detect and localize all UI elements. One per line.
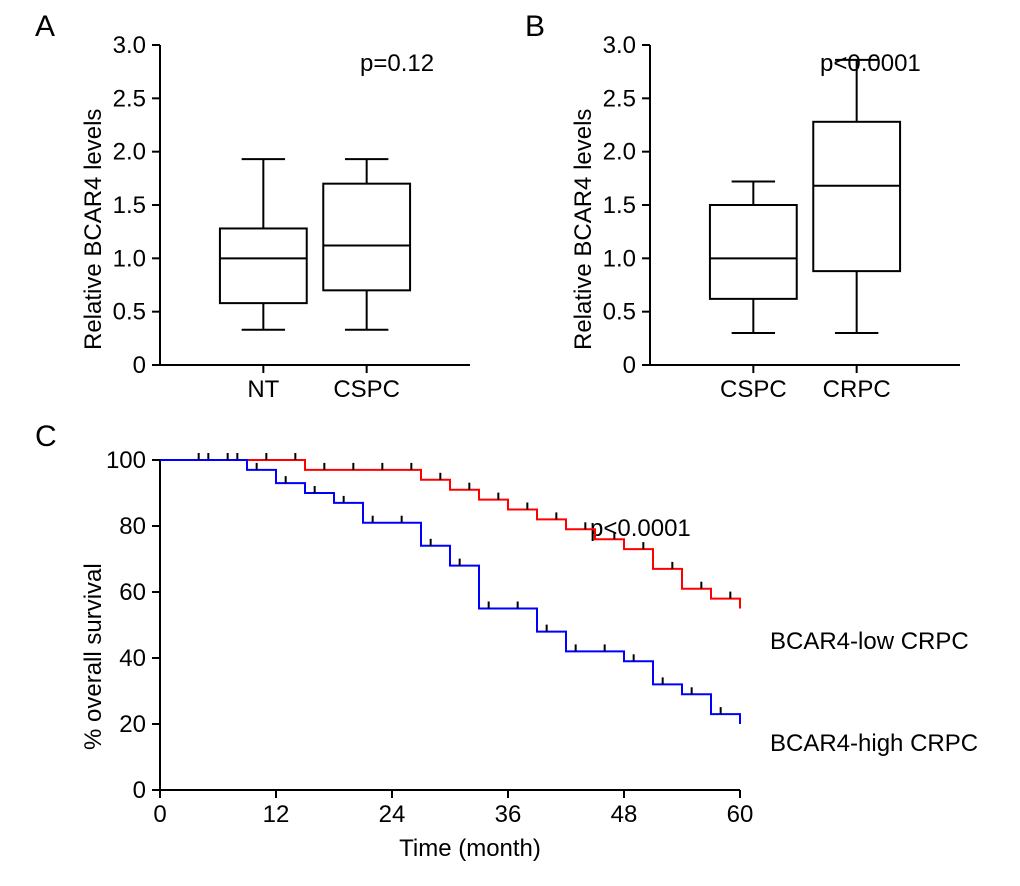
svg-text:3.0: 3.0 — [113, 32, 146, 59]
figure-container: A Relative BCAR4 levels p=0.12 00.51.01.… — [0, 0, 1020, 886]
panel-c: C % overall survival p<0.0001 BCAR4-low … — [30, 420, 990, 870]
svg-text:48: 48 — [611, 801, 638, 828]
svg-text:1.5: 1.5 — [113, 192, 146, 219]
svg-text:12: 12 — [263, 801, 290, 828]
panel-a-svg: 0 0.5 1.0 1.5 2.0 2.5 3.0 NT CSPC — [30, 10, 500, 410]
svg-text:40: 40 — [119, 645, 146, 672]
svg-text:CSPC: CSPC — [720, 376, 787, 403]
svg-text:NT: NT — [247, 376, 279, 403]
svg-text:0: 0 — [623, 352, 636, 379]
svg-text:2.0: 2.0 — [113, 139, 146, 166]
svg-text:2.0: 2.0 — [603, 139, 636, 166]
svg-text:2.5: 2.5 — [603, 85, 636, 112]
svg-text:0.5: 0.5 — [113, 299, 146, 326]
panel-c-svg: 0 20 40 60 80 100 0 12 24 36 48 60 — [30, 420, 990, 870]
svg-text:36: 36 — [495, 801, 522, 828]
panel-a: A Relative BCAR4 levels p=0.12 00.51.01.… — [30, 10, 500, 410]
svg-text:0: 0 — [133, 777, 146, 804]
svg-text:24: 24 — [379, 801, 406, 828]
svg-text:0: 0 — [133, 352, 146, 379]
svg-text:1.5: 1.5 — [603, 192, 636, 219]
svg-text:60: 60 — [119, 579, 146, 606]
svg-text:CRPC: CRPC — [823, 376, 891, 403]
svg-text:3.0: 3.0 — [603, 32, 636, 59]
panel-b: B Relative BCAR4 levels p<0.0001 00.51.0… — [520, 10, 1000, 410]
panel-b-svg: 0 0.5 1.0 1.5 2.0 2.5 3.0 CSPC CRPC — [520, 10, 1000, 410]
svg-text:0.5: 0.5 — [603, 299, 636, 326]
svg-text:1.0: 1.0 — [113, 245, 146, 272]
svg-text:2.5: 2.5 — [113, 85, 146, 112]
svg-text:1.0: 1.0 — [603, 245, 636, 272]
svg-text:60: 60 — [727, 801, 754, 828]
svg-text:20: 20 — [119, 711, 146, 738]
svg-text:80: 80 — [119, 513, 146, 540]
svg-text:CSPC: CSPC — [333, 376, 400, 403]
svg-text:0: 0 — [153, 801, 166, 828]
svg-text:100: 100 — [106, 447, 146, 474]
